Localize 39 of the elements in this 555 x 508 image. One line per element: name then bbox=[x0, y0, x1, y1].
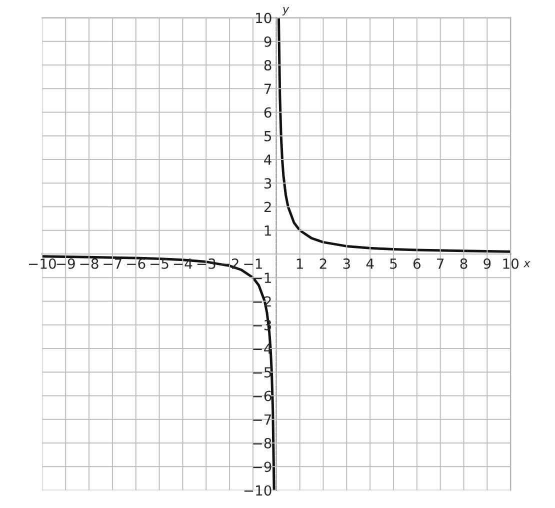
y-tick-label: −10 bbox=[244, 485, 272, 496]
y-tick-label: −4 bbox=[253, 344, 272, 354]
x-tick-label: 4 bbox=[366, 258, 374, 269]
y-tick-label: −9 bbox=[253, 462, 272, 472]
x-tick-label: −4 bbox=[174, 258, 192, 269]
y-tick-label: −3 bbox=[253, 320, 272, 330]
x-tick-label: −8 bbox=[80, 258, 98, 269]
x-tick-label: −7 bbox=[104, 258, 122, 269]
y-tick-label: −7 bbox=[253, 414, 272, 425]
x-tick-label: −6 bbox=[127, 258, 146, 269]
y-tick-label: 7 bbox=[264, 84, 272, 94]
x-axis-title: x bbox=[523, 261, 530, 268]
y-tick-label: 10 bbox=[256, 12, 272, 24]
y-axis-title: y bbox=[282, 7, 290, 16]
x-tick-label: 10 bbox=[503, 258, 519, 269]
y-tick-label: 1 bbox=[264, 226, 271, 236]
y-tick-label: 5 bbox=[264, 131, 272, 142]
x-tick-label: 3 bbox=[343, 258, 350, 269]
x-tick-label: −1 bbox=[244, 258, 262, 269]
x-tick-label: 7 bbox=[437, 258, 444, 269]
y-tick-label: −8 bbox=[253, 438, 272, 448]
x-tick-label: 2 bbox=[320, 258, 326, 269]
x-tick-label: −9 bbox=[56, 258, 75, 269]
y-tick-label: 2 bbox=[264, 202, 271, 212]
x-tick-label: 6 bbox=[413, 258, 420, 269]
x-tick-label: 1 bbox=[296, 258, 303, 269]
y-tick-label: 9 bbox=[264, 36, 272, 47]
x-tick-label: −5 bbox=[150, 258, 168, 269]
x-tick-label: 9 bbox=[484, 258, 491, 269]
y-tick-label: 8 bbox=[264, 60, 272, 70]
y-tick-label: 6 bbox=[264, 107, 272, 118]
y-tick-label: 3 bbox=[264, 178, 272, 189]
x-tick-label: 5 bbox=[390, 258, 397, 269]
x-tick-label: 8 bbox=[460, 258, 468, 269]
x-tick-label: −10 bbox=[28, 258, 56, 269]
y-tick-label: −1 bbox=[253, 272, 271, 283]
y-tick-label: −5 bbox=[253, 367, 272, 378]
y-tick-label: 4 bbox=[264, 154, 272, 165]
y-tick-label: −6 bbox=[253, 390, 272, 402]
